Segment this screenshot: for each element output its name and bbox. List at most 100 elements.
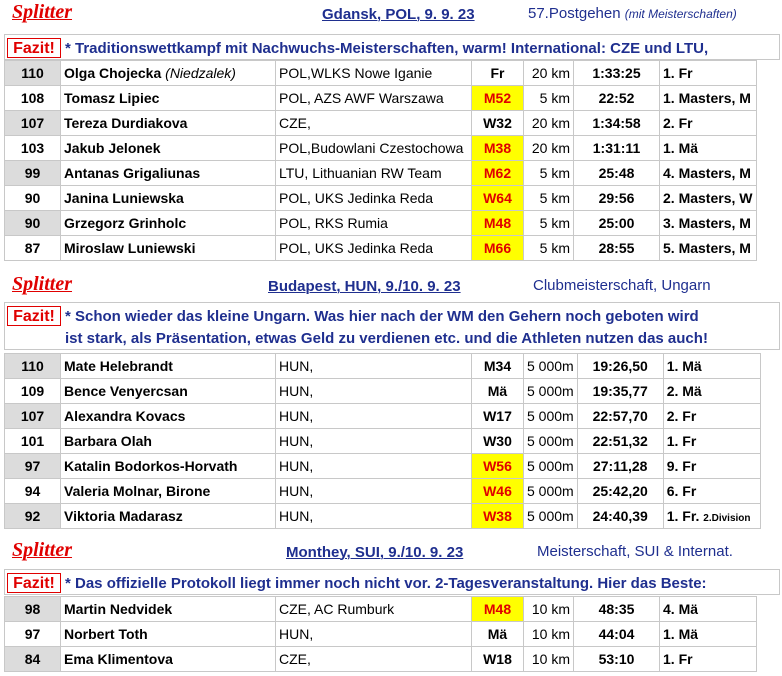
place-cell: 4. Masters, M	[659, 160, 757, 186]
place-cell: 2. Fr	[659, 110, 757, 136]
fazit-row: Fazit! * Das offizielle Protokoll liegt …	[4, 569, 780, 595]
place-cell: 1. Masters, M	[659, 85, 757, 111]
fazit-badge: Fazit!	[7, 306, 61, 326]
table-row: 87 Miroslaw Luniewski POL, UKS Jedinka Red…	[4, 235, 757, 261]
distance-cell: 5 000m	[523, 378, 578, 404]
points-cell: 103	[4, 135, 61, 161]
time-cell: 19:26,50	[576, 353, 664, 379]
athlete-name: Grzegorz Grinholc	[64, 215, 187, 231]
table-row: 97 Katalin Bodorkos-Horvath HUN, W56 5 000m 2…	[4, 453, 761, 479]
athlete-name-cell: Ema Klimentova	[60, 646, 276, 672]
points-cell: 107	[4, 110, 61, 136]
category-cell: W38	[471, 503, 524, 529]
place-text: 2. Masters, W	[663, 190, 753, 206]
event-location: Monthey, SUI, 9./10. 9. 23	[286, 544, 464, 561]
fazit-text: * Schon wieder das kleine Ungarn. Was hi…	[65, 306, 775, 350]
club-cell: POL, UKS Jedinka Reda	[275, 235, 472, 261]
place-cell: 9. Fr	[662, 453, 761, 479]
place-cell: 1. Fr	[659, 60, 757, 86]
fazit-line: * Schon wieder das kleine Ungarn. Was hi…	[65, 308, 699, 325]
distance-cell: 10 km	[523, 596, 574, 622]
event-title: Clubmeisterschaft, Ungarn	[533, 277, 711, 294]
place-text: 9. Fr	[666, 458, 697, 474]
place-cell: 1. Fr	[662, 428, 761, 454]
distance-cell: 5 000m	[523, 428, 578, 454]
points-cell: 101	[4, 428, 61, 454]
time-cell: 22:52	[573, 85, 660, 111]
distance-cell: 5 km	[523, 235, 574, 261]
points-cell: 98	[4, 596, 61, 622]
club-cell: CZE,	[275, 646, 472, 672]
time-cell: 25:00	[573, 210, 660, 236]
athlete-name: Ema Klimentova	[64, 651, 173, 667]
place-text: 1. Mä	[666, 358, 702, 374]
place-text: 2. Mä	[666, 383, 702, 399]
points-cell: 90	[4, 185, 61, 211]
place-text: 1. Fr	[666, 433, 697, 449]
place-cell: 1. Mä	[659, 621, 757, 647]
place-text: 1. Fr	[663, 651, 693, 667]
table-row: 101 Barbara Olah HUN, W30 5 000m 22:51,32 1. F…	[4, 428, 761, 454]
place-text: 5. Masters, M	[663, 240, 751, 256]
club-cell: HUN,	[275, 503, 472, 529]
event-name: Clubmeisterschaft, Ungarn	[533, 277, 711, 294]
club-cell: POL,WLKS Nowe Iganie	[275, 60, 472, 86]
points-cell: 108	[4, 85, 61, 111]
points-cell: 109	[4, 378, 61, 404]
athlete-name-cell: Miroslaw Luniewski	[60, 235, 276, 261]
athlete-name-cell: Bence Venyercsan	[60, 378, 276, 404]
athlete-name-cell: Viktoria Madarasz	[60, 503, 276, 529]
category-cell: M66	[471, 235, 524, 261]
place-cell: 1. Mä	[659, 135, 757, 161]
distance-cell: 20 km	[523, 110, 574, 136]
athlete-name: Barbara Olah	[64, 433, 152, 449]
distance-cell: 10 km	[523, 621, 574, 647]
club-cell: POL, AZS AWF Warszawa	[275, 85, 472, 111]
points-cell: 87	[4, 235, 61, 261]
athlete-name-cell: Mate Helebrandt	[60, 353, 276, 379]
athlete-name: Miroslaw Luniewski	[64, 240, 196, 256]
time-cell: 25:48	[573, 160, 660, 186]
event-location: Budapest, HUN, 9./10. 9. 23	[268, 278, 461, 295]
section-header: Splitter Monthey, SUI, 9./10. 9. 23 Meis…	[0, 538, 782, 564]
distance-cell: 20 km	[523, 60, 574, 86]
fazit-row: Fazit! * Traditionswettkampf mit Nachwuc…	[4, 34, 780, 60]
club-cell: LTU, Lithuanian RW Team	[275, 160, 472, 186]
section-header: Splitter Gdansk, POL, 9. 9. 23 57.Postge…	[0, 0, 782, 26]
place-text: 1. Fr	[663, 65, 693, 81]
table-row: 103 Jakub Jelonek POL,Budowlani Czestochow…	[4, 135, 757, 161]
event-title: Meisterschaft, SUI & Internat.	[537, 543, 733, 560]
category-cell: M34	[471, 353, 524, 379]
athlete-name: Bence Venyercsan	[64, 383, 188, 399]
event-name: Meisterschaft, SUI & Internat.	[537, 543, 733, 560]
time-cell: 22:51,32	[576, 428, 664, 454]
category-cell: M48	[471, 596, 524, 622]
place-text: 6. Fr	[666, 483, 697, 499]
distance-cell: 5 000m	[523, 403, 578, 429]
table-row: 97 Norbert Toth HUN, Mä 10 km 44:04 1. Mä	[4, 621, 757, 647]
athlete-name-cell: Olga Chojecka (Niedzalek)	[60, 60, 276, 86]
points-cell: 92	[4, 503, 61, 529]
table-row: 94 Valeria Molnar, Birone HUN, W46 5 000m 25:…	[4, 478, 761, 504]
fazit-badge: Fazit!	[7, 38, 61, 58]
time-cell: 27:11,28	[576, 453, 664, 479]
table-row: 109 Bence Venyercsan HUN, Mä 5 000m 19:35,77 2…	[4, 378, 761, 404]
table-row: 92 Viktoria Madarasz HUN, W38 5 000m 24:40,39…	[4, 503, 761, 529]
place-cell: 4. Mä	[659, 596, 757, 622]
table-row: 107 Tereza Durdiakova CZE, W32 20 km 1:34:58 2…	[4, 110, 757, 136]
points-cell: 107	[4, 403, 61, 429]
club-cell: CZE,	[275, 110, 472, 136]
athlete-name: Antanas Grigaliunas	[64, 165, 201, 181]
place-cell: 2. Masters, W	[659, 185, 757, 211]
club-cell: POL, RKS Rumia	[275, 210, 472, 236]
athlete-name: Viktoria Madarasz	[64, 508, 183, 524]
fazit-row: Fazit! * Schon wieder das kleine Ungarn.…	[4, 302, 780, 350]
distance-cell: 5 000m	[523, 353, 578, 379]
athlete-name-cell: Norbert Toth	[60, 621, 276, 647]
event-location: Gdansk, POL, 9. 9. 23	[322, 6, 475, 23]
points-cell: 97	[4, 453, 61, 479]
place-cell: 3. Masters, M	[659, 210, 757, 236]
category-cell: W64	[471, 185, 524, 211]
splitter-logo: Splitter	[12, 273, 73, 295]
athlete-name: Martin Nedvidek	[64, 601, 173, 617]
